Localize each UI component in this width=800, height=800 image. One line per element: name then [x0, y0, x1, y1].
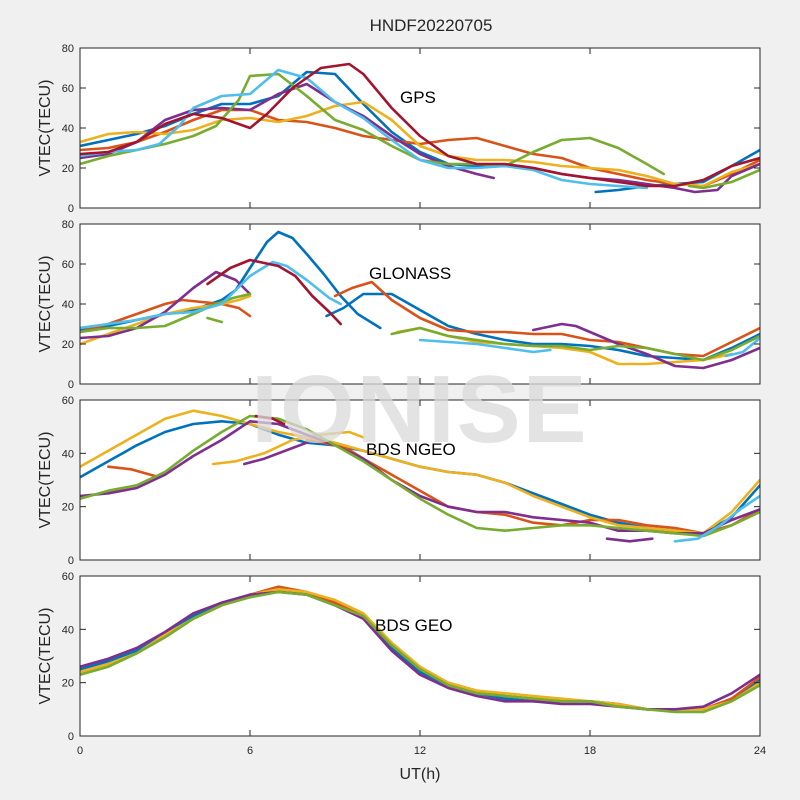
series-line-4	[80, 294, 252, 346]
series-line-8	[80, 292, 252, 334]
y-tick-label: 20	[62, 678, 74, 690]
series-line-9	[206, 316, 223, 324]
y-tick-label: 0	[68, 555, 74, 567]
series-group	[80, 62, 760, 194]
series-line-6	[80, 72, 665, 176]
y-axis-label: VTEC(TECU)	[37, 80, 54, 177]
plot-area	[80, 224, 760, 384]
y-tick-label: 60	[62, 395, 74, 407]
figure-title: HNDF20220705	[370, 16, 493, 35]
y-tick-label: 80	[62, 219, 74, 231]
series-line-8	[80, 68, 648, 190]
y-tick-label: 0	[68, 379, 74, 391]
y-axis-label: VTEC(TECU)	[37, 608, 54, 705]
series-line-8	[80, 414, 760, 538]
series-line-3	[80, 100, 760, 188]
series-line-13	[724, 336, 760, 358]
y-tick-label: 20	[62, 163, 74, 175]
x-axis-label: UT(h)	[400, 766, 441, 783]
y-tick-label: 0	[68, 203, 74, 215]
series-line-9	[673, 494, 760, 543]
y-tick-label: 40	[62, 299, 74, 311]
series-line-11	[80, 260, 342, 330]
series-line-10	[390, 326, 760, 362]
watermark: IONISE	[251, 356, 588, 463]
panel-label: GLONASS	[369, 264, 451, 283]
series-line-14	[206, 258, 342, 326]
series-group	[80, 585, 760, 714]
series-line-2	[80, 108, 760, 188]
y-axis-label: VTEC(TECU)	[37, 432, 54, 529]
series-line-3	[80, 409, 760, 535]
series-line-6	[243, 441, 308, 466]
panel-0: 0 20 40 60 80 VTEC(TECU) GPS	[37, 43, 761, 215]
y-tick-label: 60	[62, 83, 74, 95]
x-tick-label: 12	[414, 745, 426, 757]
y-tick-label: 40	[62, 448, 74, 460]
y-tick-label: 0	[68, 731, 74, 743]
series-line-4	[80, 590, 760, 714]
y-tick-label: 40	[62, 624, 74, 636]
series-line-1	[325, 292, 760, 362]
series-line-3	[333, 280, 760, 358]
x-tick-label: 6	[247, 745, 253, 757]
y-tick-label: 60	[62, 259, 74, 271]
x-tick-label: 24	[754, 745, 766, 757]
panel-2: 0 20 40 60 VTEC(TECU) BDS NGEO	[37, 395, 761, 567]
panel-3: 0 6 12 18 24 0 20 40 60 VTEC(TECU) BDS GEO	[37, 571, 766, 757]
y-tick-label: 20	[62, 502, 74, 514]
panel-1: 0 20 40 60 80 VTEC(TECU) GLONASS	[37, 219, 761, 391]
plot-area	[80, 576, 760, 736]
x-tick-label: 18	[584, 745, 596, 757]
y-axis-label: VTEC(TECU)	[37, 256, 54, 353]
series-line-4	[211, 430, 365, 466]
x-tick-label: 0	[77, 745, 83, 757]
y-tick-label: 20	[62, 339, 74, 351]
series-line-7	[687, 168, 760, 190]
series-line-7	[605, 537, 654, 543]
series-line-7	[532, 322, 760, 370]
panel-label: GPS	[400, 88, 436, 107]
series-group	[80, 409, 760, 543]
series-line-9	[80, 62, 760, 188]
series-group	[80, 230, 760, 370]
plot-area	[80, 48, 760, 208]
plot-area	[80, 400, 760, 560]
y-tick-label: 80	[62, 43, 74, 55]
series-line-10	[254, 414, 286, 426]
panel-label: BDS GEO	[375, 616, 452, 635]
y-tick-label: 40	[62, 123, 74, 135]
series-line-1	[107, 465, 161, 479]
series-line-2	[80, 298, 252, 334]
series-line-6	[80, 270, 252, 340]
series-line-12	[418, 338, 552, 354]
panel-label: BDS NGEO	[366, 440, 456, 459]
y-tick-label: 60	[62, 571, 74, 583]
